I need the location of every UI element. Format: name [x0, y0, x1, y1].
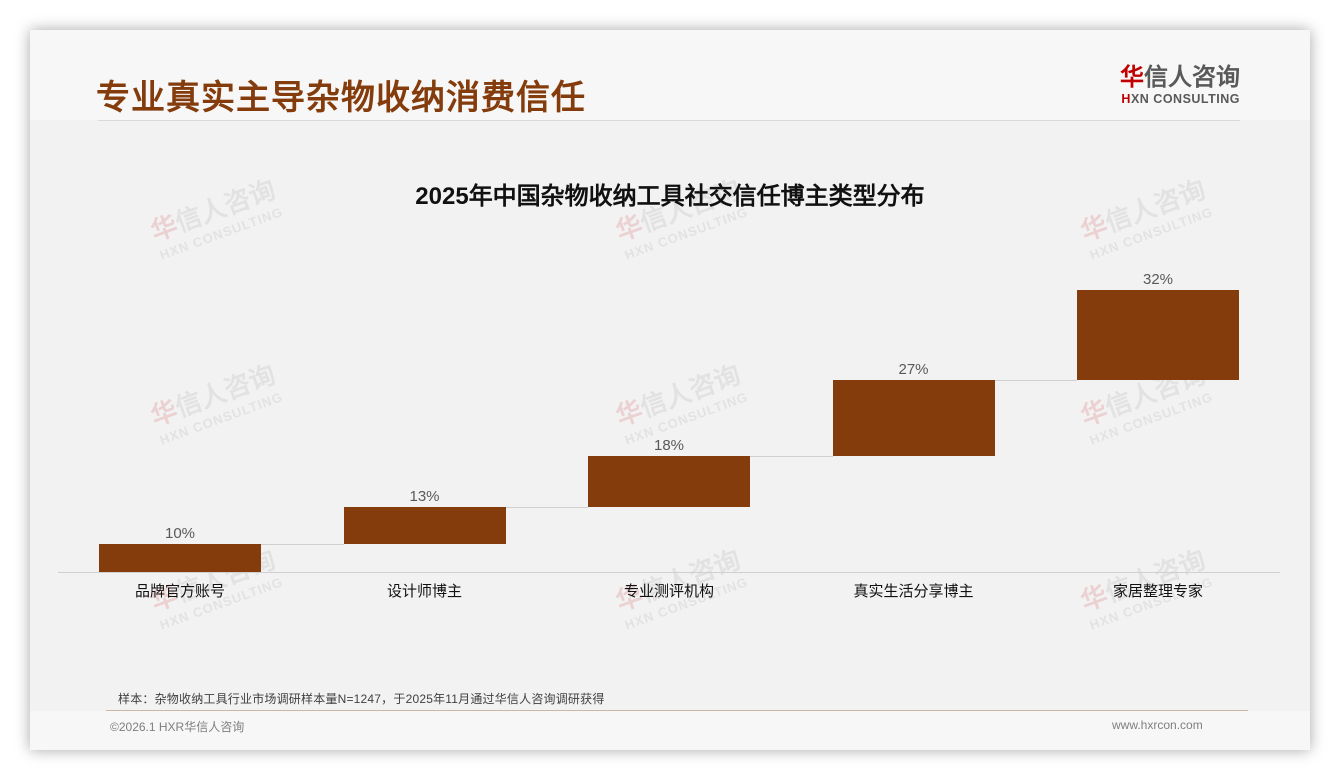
sample-note: 样本：杂物收纳工具行业市场调研样本量N=1247，于2025年11月通过华信人咨… — [118, 692, 605, 706]
category-label: 真实生活分享博主 — [853, 583, 974, 600]
bar-5 — [1077, 290, 1239, 381]
header-divider — [98, 120, 1240, 121]
bar-4 — [832, 380, 995, 457]
bar-3 — [588, 456, 750, 508]
logo-en: HXN CONSULTING — [1121, 92, 1240, 106]
data-label: 13% — [409, 488, 440, 506]
chart-title: 2025年中国杂物收纳工具社交信任博主类型分布 — [415, 183, 925, 210]
category-label: 品牌官方账号 — [134, 583, 225, 600]
page-title: 专业真实主导杂物收纳消费信任 — [96, 79, 586, 117]
bar-1 — [99, 543, 261, 572]
footer — [30, 711, 1310, 750]
data-label: 10% — [164, 524, 196, 542]
connector-line — [994, 380, 1077, 382]
x-axis-line — [58, 572, 1280, 573]
website-link[interactable]: www.hxrcon.com — [1112, 718, 1203, 732]
logo-cn: 华信人咨询 — [1120, 64, 1240, 91]
footer-divider — [106, 710, 1248, 711]
connector-line — [750, 456, 833, 458]
data-label: 32% — [1142, 271, 1174, 288]
waterfall-chart: 10% 品牌官方账号 13% 设计师博主 18% 专业测评机构 27% 真实生活分享博主 32%… — [58, 260, 1280, 660]
header — [30, 30, 1310, 120]
category-label: 专业测评机构 — [623, 583, 714, 600]
bar-2 — [343, 507, 506, 544]
slide: 专业真实主导杂物收纳消费信任 华信人咨询 HXN CONSULTING 华信人咨… — [30, 30, 1310, 750]
data-label: 27% — [898, 361, 929, 379]
connector-line — [505, 507, 588, 509]
category-label: 设计师博主 — [386, 583, 462, 600]
category-label: 家居整理专家 — [1112, 583, 1203, 600]
connector-line — [261, 543, 344, 545]
brand-logo: 华信人咨询 HXN CONSULTING — [1110, 64, 1240, 106]
data-label: 18% — [653, 437, 685, 455]
copyright: ©2026.1 HXR华信人咨询 — [110, 720, 245, 734]
